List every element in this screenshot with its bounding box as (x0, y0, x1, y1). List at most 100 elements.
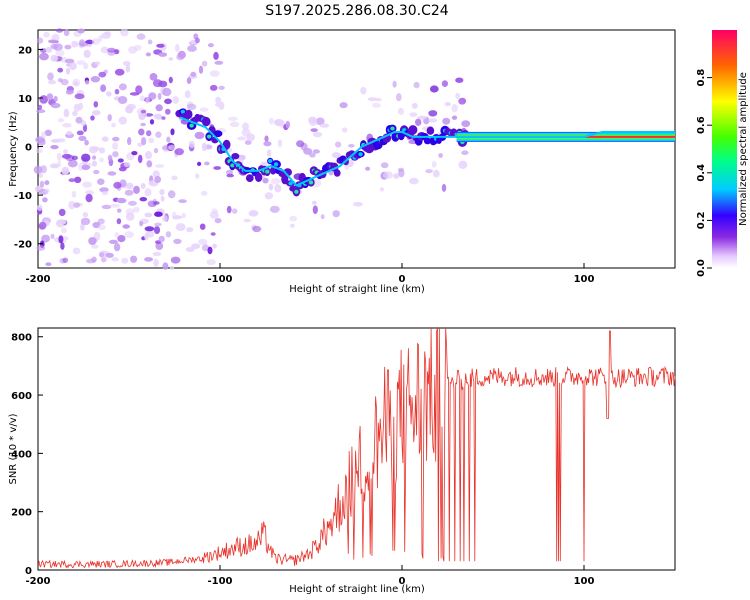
spectrogram-blob (166, 136, 171, 143)
spectrogram-blob (379, 187, 385, 192)
spectrogram-blob (62, 257, 69, 264)
spectrogram-blob (138, 128, 145, 136)
spectrogram-blob (429, 85, 439, 93)
x-tick-label: 100 (574, 576, 595, 587)
spectrogram-blob (93, 169, 100, 175)
spectrogram-blob (360, 86, 367, 95)
spectrogram-blob (367, 97, 377, 101)
spectrogram-blob (413, 81, 420, 89)
spectrogram-blob (100, 46, 109, 54)
spectrogram-blob (175, 43, 180, 52)
spectrogram-blob (198, 238, 208, 246)
spectrogram-blob (81, 164, 91, 171)
spectrogram-blob (126, 103, 136, 110)
spectrogram-blob (80, 223, 85, 231)
spectrogram-blob (91, 38, 101, 45)
spectrogram-blob (47, 72, 54, 81)
spectrogram-blob (81, 153, 91, 162)
spectrogram-blob (186, 77, 192, 84)
spectrogram-blob (269, 117, 274, 125)
spectrogram-blob (44, 180, 50, 186)
x-tick-label: -100 (207, 576, 232, 587)
spectrogram-blob (45, 46, 53, 53)
spectrogram-blob (308, 180, 314, 185)
spectrogram-blob (97, 224, 106, 231)
spectrogram-blob (57, 118, 65, 123)
spectrogram-blob (175, 223, 186, 232)
spectrogram-blob (156, 43, 165, 48)
spectrogram-blob (461, 120, 471, 128)
spectrogram-blob (393, 173, 400, 179)
spectrogram-blob (97, 218, 105, 225)
spectrogram-blob (60, 227, 67, 234)
colorbar-ticks: 0.0 0.2 0.4 0.6 0.8 (696, 69, 712, 277)
spectrogram-blob (113, 243, 121, 252)
spectrogram-blob (74, 93, 85, 100)
spectrogram-blob (60, 242, 65, 250)
spectrogram-blob (127, 137, 132, 146)
spectrogram-blob (68, 178, 76, 183)
spectrogram-blob (312, 149, 320, 154)
spectrogram-blob (172, 96, 180, 104)
spectrogram-blob (348, 144, 355, 148)
spectrogram-blob (333, 169, 341, 177)
spectrogram-blob (397, 107, 404, 115)
spectrogram-blob (444, 102, 452, 107)
spectrogram-blob (71, 155, 78, 161)
spectrogram-blob (79, 42, 89, 47)
spectrogram-blob (168, 76, 173, 84)
spectrogram-blob (248, 210, 259, 217)
spectrogram-blob (187, 45, 197, 52)
spectrogram-blob (129, 92, 140, 96)
spectrogram-blob (155, 164, 165, 168)
spectrogram-blob (117, 158, 124, 163)
spectrogram-blob (209, 84, 218, 91)
spectrogram-blob (198, 65, 204, 74)
spectrogram-blob (61, 166, 70, 175)
spectrogram-blob (212, 243, 217, 249)
spectrogram-blob (210, 232, 216, 236)
spectrogram-blob (383, 171, 393, 179)
colorbar-tick-label: 0.4 (696, 164, 707, 182)
spectrogram-blob (111, 257, 119, 262)
y-tick-label: 10 (18, 94, 32, 105)
snr-frame (37, 327, 676, 571)
spectrogram-blob (341, 127, 348, 133)
spectrogram-blob (311, 200, 317, 205)
spectrogram-blob (288, 181, 293, 186)
spectrogram-blob (33, 165, 43, 174)
spectrogram-blob (246, 133, 255, 142)
spectrogram-blob (174, 148, 184, 156)
spectrogram-blob (161, 116, 166, 120)
spectrogram-blob (65, 67, 71, 75)
spectrogram-blob (71, 40, 79, 48)
spectrogram-blob (51, 139, 61, 143)
spectrogram-blob (92, 146, 100, 151)
spectrogram-blob (211, 208, 219, 214)
spectrogram-blob (50, 54, 58, 62)
spectrogram-blob (112, 136, 120, 142)
spectrogram-blob (426, 126, 435, 135)
spectrogram-blob (320, 214, 325, 220)
spectrogram-blob (38, 172, 43, 178)
spectrogram-blob (423, 137, 432, 145)
spectrogram-blob (173, 238, 182, 245)
spectrogram-blob (84, 139, 89, 146)
spectrogram-blob (218, 101, 225, 111)
spectrogram-blob (312, 131, 323, 138)
spectrogram-blob (117, 235, 126, 243)
spectrogram-blob (372, 102, 381, 108)
spectrogram-blob (157, 92, 162, 100)
spectrogram-x-ticks: -200 -100 0 100 (25, 263, 594, 285)
spectrogram-blob (146, 130, 152, 137)
spectrogram-blob (201, 60, 208, 67)
spectrogram-blob (139, 221, 144, 227)
spectrogram-blob (262, 177, 269, 184)
spectrogram-blob (40, 165, 47, 174)
spectrogram-blob (206, 134, 212, 139)
spectrogram-blob (58, 235, 64, 244)
spectrogram-blob (147, 39, 153, 45)
spectrogram-blob (168, 57, 174, 61)
spectrogram-blob (80, 217, 91, 226)
